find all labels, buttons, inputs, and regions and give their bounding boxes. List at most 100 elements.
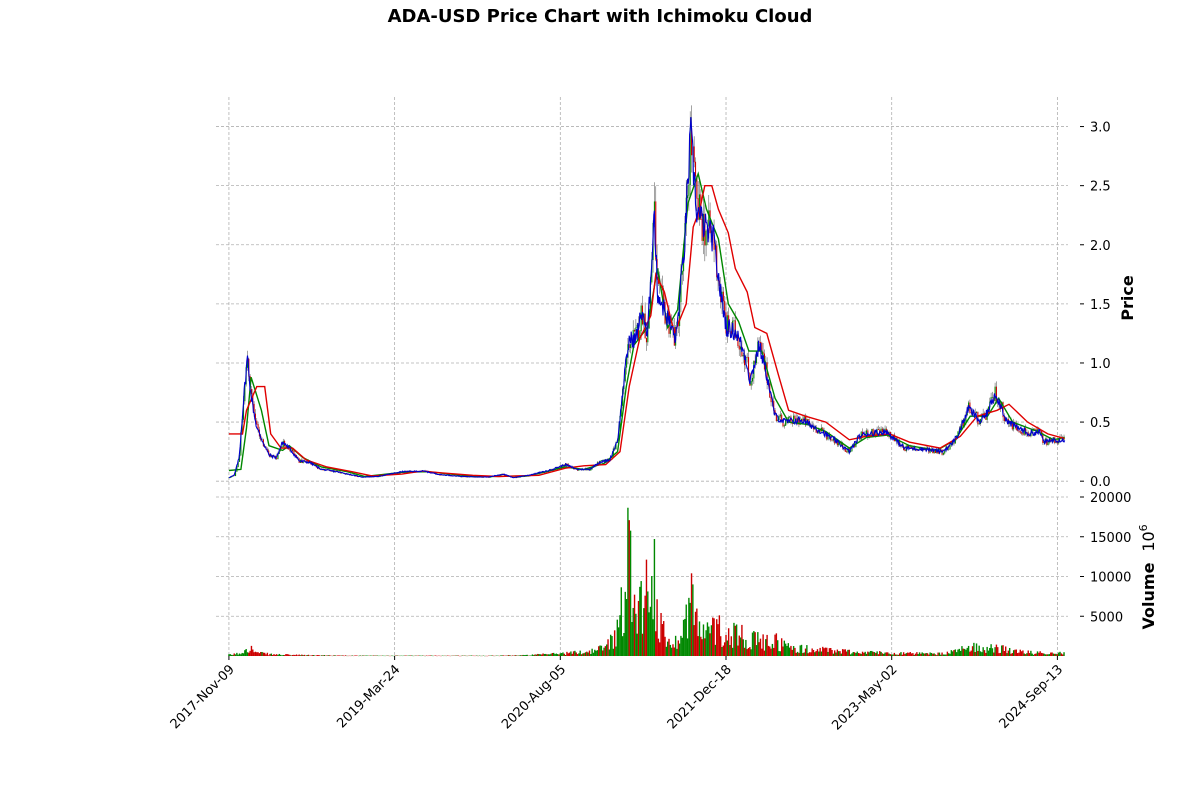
volume-bar <box>539 654 542 656</box>
volume-bar <box>815 650 817 656</box>
volume-bar <box>917 654 919 656</box>
volume-bar <box>552 652 555 656</box>
volume-bar <box>709 633 711 656</box>
volume-bar <box>970 650 972 656</box>
volume-bar <box>298 654 300 656</box>
volume-bar <box>901 654 904 656</box>
volume-bar <box>310 655 312 656</box>
volume-bar <box>713 618 715 656</box>
volume-bar <box>283 655 286 656</box>
volume-bar <box>253 652 255 656</box>
volume-bar <box>663 621 665 656</box>
volume-bar <box>747 648 750 656</box>
volume-bar <box>922 653 925 656</box>
volume-bar <box>232 654 234 656</box>
volume-bar <box>537 653 539 656</box>
volume-bar <box>262 652 265 656</box>
volume-bar <box>991 648 994 656</box>
volume-bar <box>1003 651 1006 656</box>
close-series-line <box>228 117 1066 479</box>
volume-bar <box>896 654 898 656</box>
volume-bar <box>982 647 984 656</box>
volume-bar <box>1047 654 1049 656</box>
volume-bar <box>1032 654 1035 656</box>
volume-bar <box>372 655 375 656</box>
volume-bar <box>1051 652 1053 656</box>
volume-bar <box>791 649 793 656</box>
chart-title: ADA-USD Price Chart with Ichimoku Cloud <box>388 6 813 27</box>
volume-bar <box>554 654 556 656</box>
volume-bar <box>848 649 850 656</box>
volume-bar <box>588 650 591 656</box>
volume-bar <box>814 652 816 656</box>
volume-bar <box>321 655 323 656</box>
volume-bar <box>677 640 679 656</box>
volume-bar <box>796 651 799 656</box>
volume-bar <box>787 643 790 656</box>
volume-bar <box>913 654 915 656</box>
volume-bar <box>891 654 893 656</box>
volume-bar <box>743 647 746 656</box>
volume-bar <box>551 653 554 656</box>
volume-bar <box>1043 653 1045 656</box>
volume-bar <box>362 655 364 656</box>
volume-bar <box>887 652 889 656</box>
volume-bar <box>322 655 324 656</box>
volume-bar <box>1046 654 1048 656</box>
volume-bar <box>725 634 727 656</box>
volume-bar <box>994 647 996 656</box>
volume-bar <box>800 644 803 656</box>
volume-bar <box>334 655 336 656</box>
volume-bar <box>302 655 304 656</box>
volume-bar <box>750 649 752 656</box>
volume-bar <box>270 653 273 656</box>
volume-bar <box>867 651 869 656</box>
volume-bar <box>562 652 564 656</box>
volume-bar <box>546 654 548 656</box>
volume-bar <box>229 654 231 656</box>
volume-bar <box>632 607 634 656</box>
volume-bar <box>957 649 959 656</box>
volume-bar <box>778 651 780 656</box>
volume-bar <box>327 655 330 656</box>
volume-bar <box>651 575 653 656</box>
volume-bar <box>937 652 939 656</box>
volume-bar <box>297 655 299 656</box>
volume-bar <box>894 654 897 656</box>
x-tick-label: 2024-Sep-13 <box>997 662 1067 732</box>
volume-bar <box>928 654 930 656</box>
volume-bar <box>875 653 877 656</box>
volume-bar <box>648 612 650 656</box>
volume-bar <box>237 654 239 656</box>
volume-bar <box>621 636 624 656</box>
volume-bar <box>742 639 744 656</box>
volume-bar <box>323 655 326 656</box>
volume-bar <box>311 655 314 656</box>
volume-bar <box>705 630 707 656</box>
volume-bar <box>1061 654 1064 656</box>
volume-bar <box>271 655 274 656</box>
volume-bar <box>1015 649 1018 656</box>
volume-bar <box>674 635 677 656</box>
volume-bar <box>579 650 581 656</box>
volume-bar <box>832 653 835 656</box>
volume-bar <box>897 654 900 656</box>
volume-bar <box>1028 653 1031 656</box>
volume-bar <box>780 638 783 656</box>
volume-bar <box>932 653 934 656</box>
volume-bar <box>571 653 573 656</box>
volume-bar <box>999 652 1002 656</box>
volume-bar <box>293 654 295 656</box>
volume-bar <box>1023 653 1025 656</box>
volume-bar <box>236 652 238 656</box>
volume-bar <box>945 654 947 656</box>
volume-bar <box>1052 653 1055 656</box>
volume-bar <box>686 638 689 656</box>
volume-bar <box>993 652 995 656</box>
volume-bar <box>904 653 906 656</box>
volume-bar <box>977 650 979 656</box>
volume-bar <box>876 651 878 656</box>
volume-bar <box>328 655 331 656</box>
volume-bar <box>318 655 320 656</box>
volume-bar <box>985 652 987 656</box>
